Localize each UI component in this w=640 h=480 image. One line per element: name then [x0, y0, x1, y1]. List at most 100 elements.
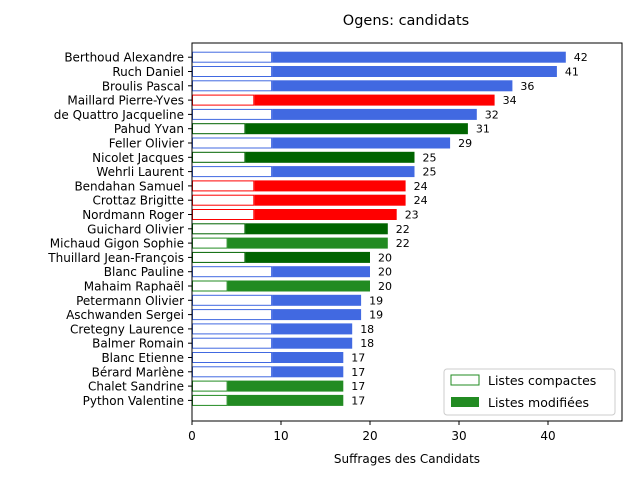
- candidate-11-value-label: 23: [405, 209, 419, 222]
- candidate-15-name-label: Blanc Pauline: [104, 265, 184, 279]
- candidate-13-name-label: Michaud Gigon Sophie: [50, 237, 184, 251]
- candidate-10-name-label: Crottaz Brigitte: [92, 194, 184, 208]
- candidate-11-name-label: Nordmann Roger: [82, 208, 184, 222]
- plot-frame: [191, 42, 623, 422]
- candidate-9-modified-bar: [254, 180, 406, 192]
- candidate-24-modified-bar: [227, 394, 344, 406]
- candidate-17-modified-bar: [272, 294, 362, 306]
- bars-group: [192, 51, 566, 406]
- candidate-5-modified-bar: [245, 123, 468, 135]
- candidate-6-value-label: 29: [458, 137, 472, 150]
- candidate-0-value-label: 42: [574, 51, 588, 64]
- legend-frame: [443, 368, 616, 416]
- candidate-3-compact-bar: [192, 94, 255, 106]
- candidate-14-value-label: 20: [378, 251, 392, 264]
- candidate-20-value-label: 18: [360, 337, 374, 350]
- candidate-9-compact-bar: [192, 180, 255, 192]
- candidate-0-name-label: Berthoud Alexandre: [64, 51, 184, 65]
- candidate-18-compact-bar: [192, 309, 273, 321]
- candidate-23-modified-bar: [227, 380, 344, 392]
- x-axis: 0 10 20 30 40: [188, 421, 556, 443]
- candidate-22-name-label: Bérard Marlène: [92, 365, 184, 379]
- candidate-6-compact-bar: [192, 137, 273, 149]
- candidate-19-modified-bar: [272, 323, 353, 335]
- candidate-15-value-label: 20: [378, 266, 392, 279]
- candidate-21-value-label: 17: [351, 352, 365, 365]
- candidate-13-compact-bar: [192, 237, 228, 249]
- candidate-8-value-label: 25: [423, 166, 437, 179]
- candidate-17-name-label: Petermann Olivier: [76, 294, 184, 308]
- candidate-18-name-label: Aschwanden Sergei: [66, 308, 184, 322]
- legend-swatch-compactes: [450, 374, 480, 386]
- candidate-19-name-label: Cretegny Laurence: [70, 322, 184, 336]
- candidate-16-modified-bar: [227, 280, 370, 292]
- candidate-14-compact-bar: [192, 251, 246, 263]
- candidate-4-modified-bar: [272, 108, 477, 120]
- candidate-8-name-label: Wehrli Laurent: [96, 165, 184, 179]
- x-tick-label-1: 10: [273, 429, 288, 443]
- candidate-23-value-label: 17: [351, 380, 365, 393]
- candidate-16-value-label: 20: [378, 280, 392, 293]
- candidate-15-compact-bar: [192, 266, 273, 278]
- candidate-2-modified-bar: [272, 80, 513, 92]
- candidate-14-modified-bar: [245, 251, 370, 263]
- candidate-23-name-label: Chalet Sandrine: [88, 380, 184, 394]
- candidate-6-modified-bar: [272, 137, 451, 149]
- candidate-12-name-label: Guichard Olivier: [87, 222, 184, 236]
- candidate-22-value-label: 17: [351, 366, 365, 379]
- candidate-21-name-label: Blanc Etienne: [101, 351, 184, 365]
- candidate-12-value-label: 22: [396, 223, 410, 236]
- candidate-1-modified-bar: [272, 66, 557, 77]
- candidate-10-value-label: 24: [414, 194, 428, 207]
- chart-title: Ogens: candidats: [343, 13, 469, 29]
- candidate-9-value-label: 24: [414, 180, 428, 193]
- candidate-20-compact-bar: [192, 337, 273, 349]
- legend: Listes compactes Listes modifiées: [443, 368, 616, 416]
- candidate-21-modified-bar: [272, 352, 344, 363]
- candidate-11-compact-bar: [192, 209, 255, 220]
- candidate-2-name-label: Broulis Pascal: [102, 79, 184, 93]
- candidate-17-value-label: 19: [369, 294, 383, 307]
- candidate-5-name-label: Pahud Yvan: [114, 122, 184, 136]
- candidate-13-value-label: 22: [396, 237, 410, 250]
- candidate-21-compact-bar: [192, 352, 273, 363]
- candidate-17-compact-bar: [192, 294, 273, 306]
- x-tick-label-4: 40: [540, 429, 555, 443]
- candidate-20-modified-bar: [272, 337, 353, 349]
- legend-label-modifiees: Listes modifiées: [488, 395, 589, 410]
- candidate-14-name-label: Thuillard Jean-François: [47, 251, 184, 265]
- candidate-7-value-label: 25: [423, 151, 437, 164]
- candidate-18-modified-bar: [272, 309, 362, 321]
- candidate-3-value-label: 34: [503, 94, 517, 107]
- candidate-1-name-label: Ruch Daniel: [112, 65, 184, 79]
- candidate-4-compact-bar: [192, 108, 273, 120]
- candidate-22-modified-bar: [272, 366, 344, 378]
- candidate-4-name-label: de Quattro Jacqueline: [54, 108, 184, 122]
- candidate-7-name-label: Nicolet Jacques: [92, 151, 184, 165]
- candidate-1-compact-bar: [192, 66, 273, 77]
- candidate-13-modified-bar: [227, 237, 388, 249]
- x-tick-label-2: 20: [362, 429, 377, 443]
- candidate-12-modified-bar: [245, 223, 388, 235]
- candidate-2-value-label: 36: [520, 80, 534, 93]
- candidate-10-compact-bar: [192, 194, 255, 206]
- candidate-4-value-label: 32: [485, 108, 499, 121]
- candidate-23-compact-bar: [192, 380, 228, 392]
- x-tick-label-0: 0: [188, 429, 196, 443]
- candidate-3-modified-bar: [254, 94, 495, 106]
- candidate-15-modified-bar: [272, 266, 370, 278]
- value-labels: 4241363432312925252424232222202020191918…: [351, 51, 588, 407]
- candidate-8-compact-bar: [192, 166, 273, 178]
- candidate-20-name-label: Balmer Romain: [92, 337, 184, 351]
- legend-label-compactes: Listes compactes: [488, 373, 596, 388]
- candidate-11-modified-bar: [254, 209, 397, 220]
- candidate-16-compact-bar: [192, 280, 228, 292]
- candidate-16-name-label: Mahaim Raphaël: [84, 280, 184, 294]
- candidate-24-compact-bar: [192, 394, 228, 406]
- candidate-19-compact-bar: [192, 323, 273, 335]
- candidate-18-value-label: 19: [369, 309, 383, 322]
- candidate-19-value-label: 18: [360, 323, 374, 336]
- candidate-7-compact-bar: [192, 151, 246, 163]
